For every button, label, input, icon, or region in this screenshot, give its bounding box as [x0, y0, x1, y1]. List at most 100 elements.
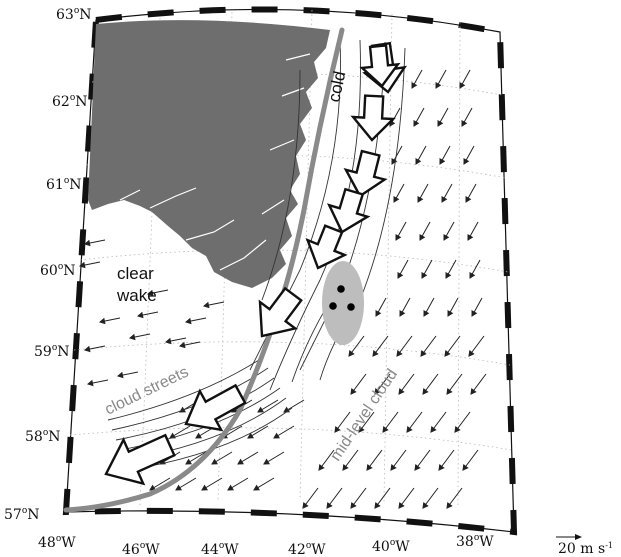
wind-vector-head	[469, 272, 476, 279]
wind-vector-head	[326, 502, 333, 509]
jet-arrow	[305, 224, 348, 270]
lat-label-58: 58oN	[25, 428, 61, 445]
jet-arrow	[258, 286, 303, 338]
wind-vector-head	[136, 311, 144, 319]
wind-vector-head	[318, 464, 325, 471]
wind-vector-head	[443, 234, 450, 241]
wind-vector-head	[86, 379, 94, 387]
wind-vector-head	[78, 261, 86, 269]
jet-arrow	[359, 44, 401, 88]
wind-vector-head	[423, 310, 430, 317]
wind-vector-head	[195, 432, 202, 439]
wind-vector-head	[414, 464, 421, 471]
wind-vector-head	[441, 196, 448, 203]
lon-label-48: 48oW	[38, 534, 76, 551]
wind-vector-head	[422, 502, 429, 509]
wind-vector-head	[468, 350, 475, 357]
lat-label-63: 63oN	[56, 6, 92, 23]
lon-label-38: 38oW	[456, 533, 494, 550]
lat-label-62: 62oN	[52, 93, 88, 110]
wind-vector-head	[439, 158, 446, 165]
wind-vector-head	[83, 345, 91, 353]
wind-vector-head	[470, 388, 477, 395]
wind-vector-head	[358, 426, 365, 433]
lat-label-61: 61oN	[46, 176, 82, 193]
wind-vector-head	[374, 502, 381, 509]
wind-vector-head	[175, 484, 182, 491]
lat-label-59: 59oN	[34, 343, 70, 360]
wind-vector-head	[178, 341, 186, 349]
wind-vector-head	[438, 464, 445, 471]
wind-vector-head	[397, 272, 404, 279]
jet-arrow	[350, 94, 396, 142]
wind-vector-head	[257, 406, 264, 413]
jet-arrow	[326, 187, 371, 234]
barrier-jet-arrows	[104, 41, 407, 486]
lon-label-42: 42oW	[288, 541, 326, 557]
wind-vector-field	[78, 69, 487, 509]
wind-vector-head	[202, 301, 210, 309]
wind-vector-head	[342, 464, 349, 471]
wind-vector-head	[149, 484, 156, 491]
wind-vector-head	[350, 502, 357, 509]
wind-vector-head	[372, 350, 379, 357]
wind-vector-head	[366, 464, 373, 471]
wind-vector-head	[348, 350, 355, 357]
lat-label-57: 57oN	[4, 506, 40, 523]
wind-vector-head	[437, 120, 444, 127]
wind-vector-head	[253, 484, 260, 491]
wind-vector-head	[406, 426, 413, 433]
wind-vector-head	[382, 426, 389, 433]
wind-vector-head	[395, 234, 402, 241]
wind-vector-head	[415, 158, 422, 165]
wind-vector-head	[237, 458, 244, 465]
wind-vector-head	[396, 350, 403, 357]
wind-vector-head	[211, 458, 218, 465]
wind-vector-head	[447, 310, 454, 317]
wind-vector-head	[462, 464, 469, 471]
wind-vector-head	[398, 388, 405, 395]
wind-vector-head	[393, 196, 400, 203]
greenland-landmass	[88, 20, 330, 289]
latitude-labels: 63oN 62oN 61oN 60oN 59oN 58oN 57oN	[4, 6, 92, 523]
wind-vector-head	[430, 426, 437, 433]
wind-jet-axis	[63, 27, 345, 513]
wind-vector-head	[350, 388, 357, 395]
wind-vector-head	[98, 317, 106, 325]
longitude-labels: 48oW 46oW 44oW 42oW 40oW 38oW	[38, 533, 494, 557]
label-clear: clear	[117, 264, 154, 283]
wind-vector-head	[411, 82, 418, 89]
wind-vector-head	[446, 502, 453, 509]
wind-vector-head	[422, 388, 429, 395]
wind-vector-head	[399, 310, 406, 317]
wind-vector-head	[463, 158, 470, 165]
wind-vector-head	[116, 371, 124, 379]
wind-vector-head	[83, 239, 91, 247]
wind-vector-head	[435, 82, 442, 89]
wind-vector-head	[164, 337, 172, 345]
lat-label-60: 60oN	[40, 262, 76, 279]
wind-vector-head	[421, 272, 428, 279]
jet-arrow	[343, 149, 388, 198]
wind-vector-head	[302, 502, 309, 509]
wind-vector-head	[465, 196, 472, 203]
lon-label-40: 40oW	[372, 538, 410, 555]
wind-vector-head	[247, 432, 254, 439]
wind-vector-head	[398, 502, 405, 509]
wind-vector-head	[390, 464, 397, 471]
scale-label: 20 m s-1	[558, 541, 613, 557]
wind-vector-head	[444, 350, 451, 357]
wind-vector-head	[227, 484, 234, 491]
jet-arrow	[104, 433, 176, 486]
scale-arrow: 20 m s-1	[556, 534, 613, 557]
wind-vector-head	[273, 432, 280, 439]
wind-vector-head	[420, 350, 427, 357]
wind-vector-head	[419, 234, 426, 241]
wind-vector-head	[461, 120, 468, 127]
wind-vector-head	[128, 333, 136, 341]
wind-vector-head	[374, 388, 381, 395]
wind-vector-head	[263, 458, 270, 465]
wind-vector-head	[391, 158, 398, 165]
wind-vector-head	[417, 196, 424, 203]
